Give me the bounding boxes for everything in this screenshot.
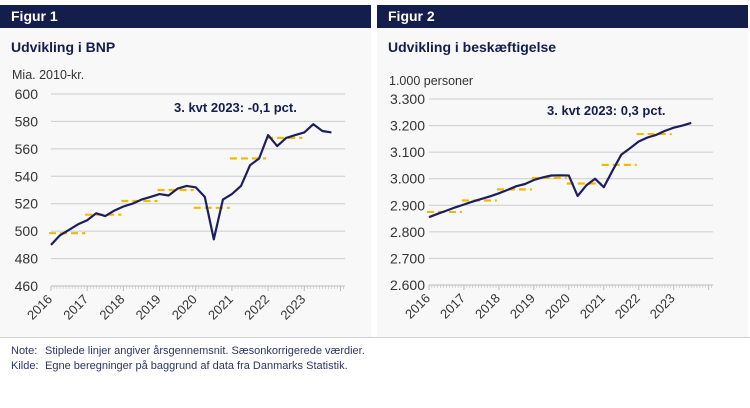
x-tick-label: 2023 (277, 292, 308, 323)
y-tick-label: 2.700 (390, 250, 425, 266)
figure-2-title: Udvikling i beskæftigelse (388, 39, 557, 55)
source-line: Kilde: Egne beregninger på baggrund af da… (11, 359, 365, 374)
y-tick-label: 520 (15, 196, 39, 212)
note-label: Note: (11, 345, 38, 357)
x-tick-label: 2016 (24, 292, 55, 323)
y-axis-label: Mia. 2010-kr. (12, 68, 84, 82)
x-tick-label: 2022 (241, 292, 272, 323)
figure-1-title: Udvikling i BNP (11, 39, 116, 55)
note-line: Note: Stiplede linjer angiver årsgennemsn… (11, 344, 365, 359)
y-tick-label: 460 (15, 278, 39, 294)
x-tick-label: 2016 (402, 291, 433, 322)
figure-1-header: Figur 1 (0, 5, 371, 28)
annotation: 3. kvt 2023: 0,3 pct. (547, 103, 666, 118)
y-tick-label: 2.900 (390, 197, 425, 213)
x-tick-label: 2018 (472, 291, 503, 322)
x-tick-label: 2019 (507, 291, 538, 322)
x-tick-label: 2018 (96, 292, 127, 323)
x-tick-label: 2021 (577, 291, 608, 322)
notes: Note: Stiplede linjer angiver årsgennemsn… (11, 344, 365, 374)
y-tick-label: 540 (15, 168, 39, 184)
x-tick-label: 2017 (60, 292, 91, 323)
annotation: 3. kvt 2023: -0,1 pct. (174, 100, 297, 115)
x-tick-label: 2017 (437, 291, 468, 322)
y-tick-label: 560 (15, 141, 39, 157)
employment-chart: 1.000 personer 3.300 3.200 3.100 3.000 2.900 2… (389, 74, 713, 322)
figure-1-panel: Figur 1 Udvikling i BNP Mia. 2010-kr. 600… (0, 5, 371, 337)
x-tick-label: 2020 (542, 291, 573, 322)
y-tick-label: 3.000 (390, 171, 425, 187)
note-text: Stiplede linjer angiver årsgennemsnit. S… (45, 345, 365, 357)
source-text: Egne beregninger på baggrund af data fra… (45, 360, 348, 372)
y-tick-label: 580 (15, 113, 39, 129)
y-tick-label: 600 (15, 86, 39, 102)
figure-2-panel: Figur 2 Udvikling i beskæftigelse 1.000 … (377, 5, 748, 337)
series-line (50, 123, 332, 246)
y-tick-label: 3.100 (390, 144, 425, 160)
y-axis-label: 1.000 personer (389, 74, 473, 88)
y-tick-label: 500 (15, 223, 39, 239)
x-tick-label: 2019 (133, 292, 164, 323)
x-tick-label: 2023 (647, 291, 678, 322)
y-tick-label: 2.600 (390, 277, 425, 293)
x-tick-label: 2020 (169, 292, 200, 323)
source-label: Kilde: (11, 360, 39, 372)
y-tick-label: 480 (15, 251, 39, 267)
x-tick-label: 2021 (205, 292, 236, 323)
y-tick-label: 2.800 (390, 224, 425, 240)
divider (0, 337, 750, 338)
y-tick-label: 3.300 (390, 91, 425, 107)
y-tick-label: 3.200 (390, 118, 425, 134)
x-tick-label: 2022 (612, 291, 643, 322)
figure-2-header: Figur 2 (377, 5, 748, 28)
gdp-chart: Mia. 2010-kr.600580560540520500480460201… (12, 68, 345, 323)
series-line (428, 121, 692, 219)
